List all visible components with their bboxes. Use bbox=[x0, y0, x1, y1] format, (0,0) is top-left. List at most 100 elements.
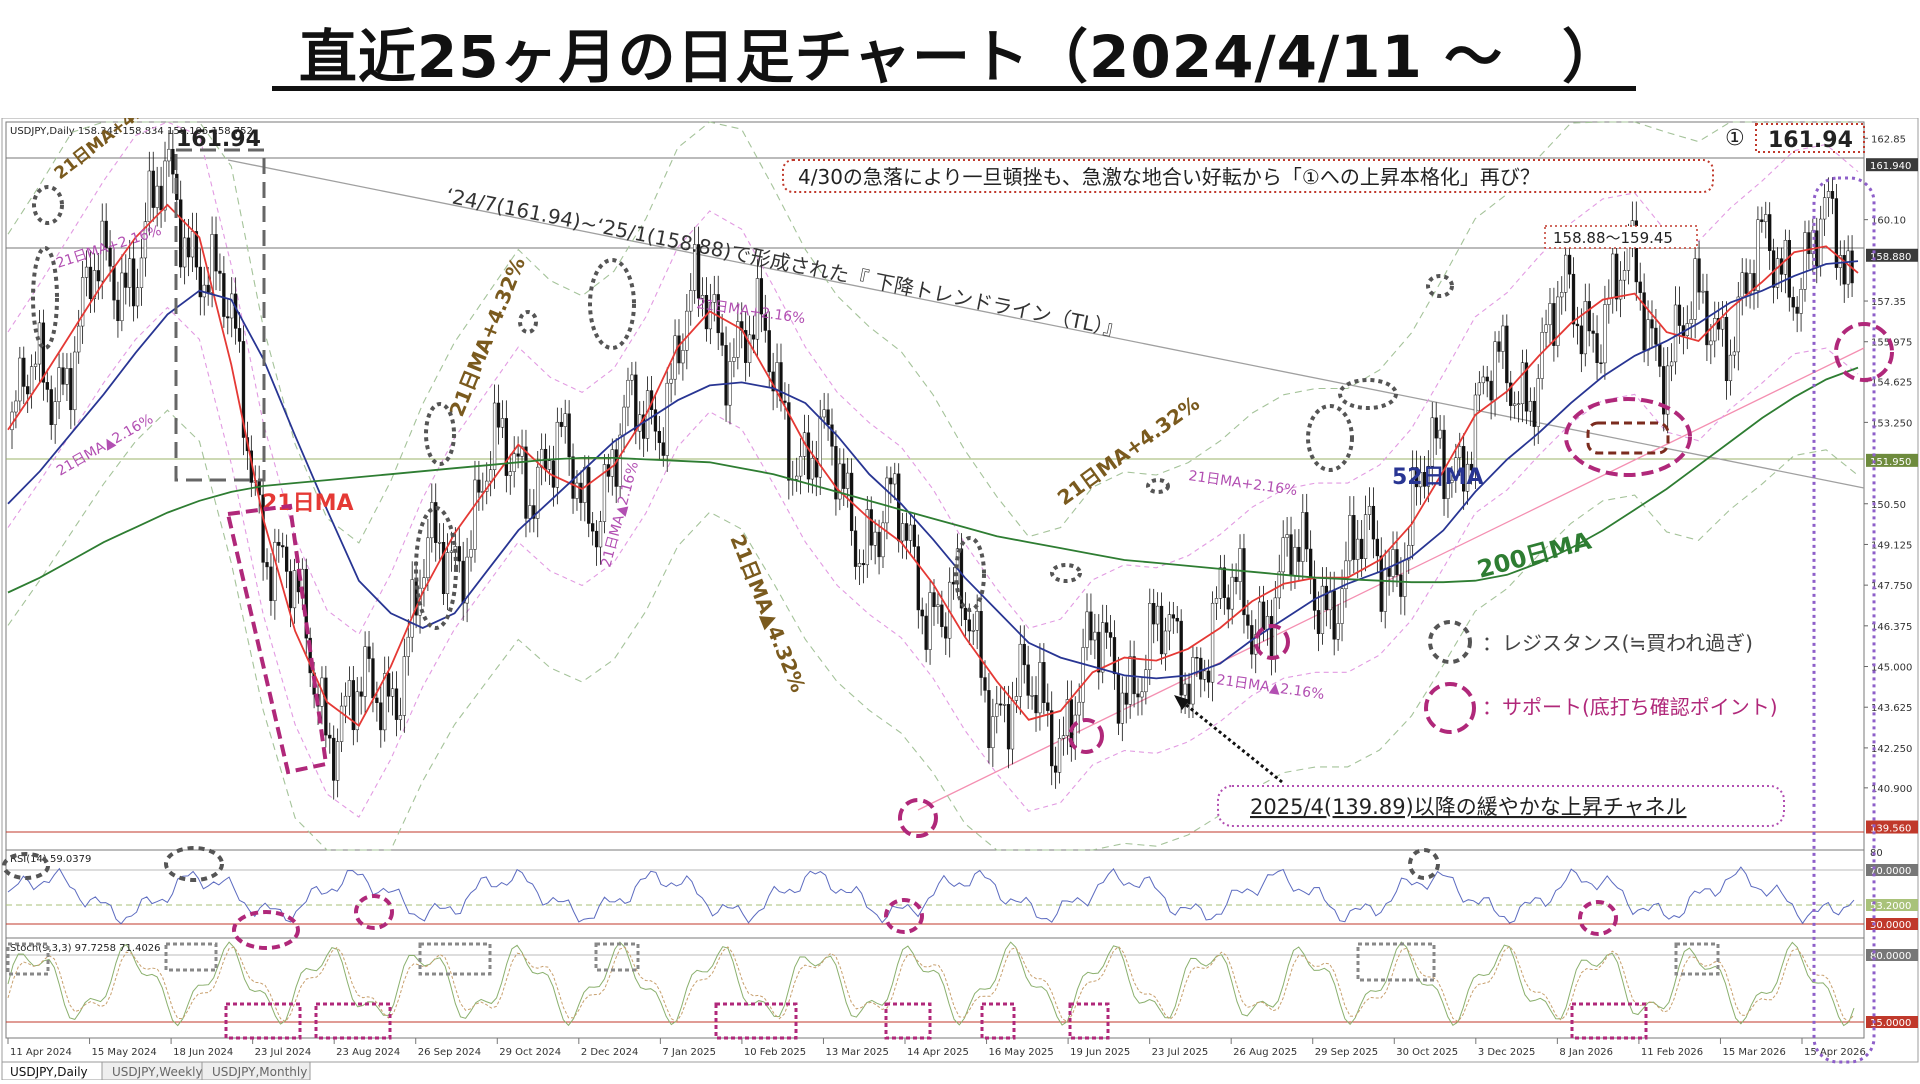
candle-body bbox=[1591, 330, 1595, 334]
legend-resistance-label: ：レジスタンス(≒買われ過ぎ) bbox=[1482, 631, 1753, 655]
candle-body bbox=[1811, 230, 1815, 255]
candle-body bbox=[598, 521, 603, 548]
rsi-tag-70 bbox=[1866, 864, 1918, 876]
candle-body bbox=[1481, 376, 1485, 384]
candle-body bbox=[1057, 738, 1062, 773]
candle-body bbox=[1560, 292, 1564, 298]
candle-body bbox=[1540, 332, 1544, 379]
candle-body bbox=[920, 609, 924, 617]
candle-body bbox=[1564, 254, 1568, 293]
candle-body bbox=[1246, 614, 1250, 626]
candle-body bbox=[1458, 446, 1462, 458]
chart-canvas[interactable]: USDJPY,Daily 158.341 158.834 158.195 158… bbox=[0, 80, 1920, 1081]
candle-body bbox=[84, 266, 89, 278]
candle-body bbox=[1093, 631, 1097, 641]
candle-body bbox=[1328, 590, 1332, 611]
candle-body bbox=[332, 737, 336, 781]
candle-body bbox=[693, 244, 697, 291]
candle-body bbox=[1505, 325, 1509, 384]
price-tick-2: 160.10 bbox=[1871, 216, 1906, 227]
candle-body bbox=[826, 409, 830, 426]
rsi-tick-53: 53.2000 bbox=[1870, 901, 1911, 912]
candle-body bbox=[1179, 620, 1183, 696]
candle-body bbox=[116, 299, 120, 322]
candle-body bbox=[1061, 735, 1066, 739]
candle-body bbox=[492, 402, 497, 470]
candle-body bbox=[1367, 505, 1372, 515]
rsi-line bbox=[7, 866, 1855, 925]
x-tick-13: 19 Jun 2025 bbox=[1070, 1047, 1130, 1058]
candle-body bbox=[241, 341, 246, 438]
target-circle-label: ① bbox=[1725, 126, 1745, 151]
candle-body bbox=[383, 673, 387, 731]
candle-body bbox=[1171, 614, 1175, 619]
band-line-0 bbox=[7, 121, 1858, 544]
candle-body bbox=[547, 460, 552, 470]
candle-body bbox=[1006, 704, 1011, 750]
ma-line-1 bbox=[7, 260, 1859, 680]
candle-body bbox=[724, 345, 728, 406]
candle-body bbox=[1222, 567, 1226, 598]
candle-body bbox=[1615, 253, 1619, 300]
candle-body bbox=[928, 592, 932, 650]
candle-body bbox=[1293, 546, 1297, 577]
price-tag-3 bbox=[1866, 248, 1918, 262]
stoch-overbought-boxes bbox=[6, 942, 1720, 982]
tab-weekly-label: USDJPY,Weekly bbox=[112, 1065, 203, 1079]
candle-body bbox=[1536, 378, 1540, 427]
candle-body bbox=[288, 571, 293, 609]
candle-body bbox=[261, 494, 265, 563]
candle-body bbox=[1587, 301, 1591, 332]
candle-body bbox=[167, 148, 171, 162]
candle-body bbox=[1014, 696, 1019, 701]
candle-body bbox=[214, 234, 218, 272]
candle-body bbox=[1289, 534, 1293, 577]
candle-body bbox=[1116, 673, 1121, 724]
candle-body bbox=[1689, 319, 1693, 324]
candle-body bbox=[1462, 446, 1466, 492]
candle-body bbox=[865, 509, 869, 566]
candle-body bbox=[1693, 258, 1697, 320]
candle-body bbox=[496, 402, 501, 428]
candle-body bbox=[1411, 467, 1415, 546]
price-tick-12: 146.375 bbox=[1871, 622, 1912, 633]
rsi-tick-70: 70.0000 bbox=[1870, 866, 1911, 877]
range-box bbox=[1544, 225, 1698, 249]
time-axis: 11 Apr 2024 15 May 2024 18 Jun 2024 23 Jul … bbox=[7, 1038, 1866, 1058]
candle-body bbox=[375, 697, 379, 703]
x-tick-10: 13 Mar 2025 bbox=[825, 1047, 888, 1058]
candle-body bbox=[292, 570, 297, 609]
candle-body bbox=[465, 556, 469, 604]
candle-body bbox=[343, 695, 348, 707]
candle-body bbox=[198, 266, 202, 298]
candle-body bbox=[559, 421, 563, 427]
candle-body bbox=[269, 566, 273, 601]
candle-body bbox=[1771, 250, 1776, 288]
candle-body bbox=[1120, 692, 1124, 724]
candle-body bbox=[402, 656, 406, 716]
candle-body bbox=[304, 568, 308, 639]
price-tick-1: 161.940 bbox=[1870, 161, 1911, 172]
candle-body bbox=[1709, 340, 1713, 346]
candle-body bbox=[1308, 548, 1313, 580]
x-tick-16: 29 Sep 2025 bbox=[1315, 1047, 1378, 1058]
candle-body bbox=[626, 379, 630, 408]
x-tick-21: 15 Mar 2026 bbox=[1722, 1047, 1785, 1058]
candle-body bbox=[477, 479, 481, 493]
candle-body bbox=[1238, 548, 1242, 582]
candle-body bbox=[218, 270, 222, 274]
candle-body bbox=[1261, 601, 1266, 630]
candle-body bbox=[1034, 695, 1038, 714]
candle-body bbox=[642, 414, 646, 439]
price-tick-17: 139.560 bbox=[1870, 824, 1911, 835]
candle-body bbox=[120, 272, 124, 322]
candle-body bbox=[881, 522, 885, 558]
candle-body bbox=[744, 330, 748, 363]
candle-body bbox=[1360, 538, 1364, 559]
candle-body bbox=[1112, 637, 1117, 675]
x-tick-18: 3 Dec 2025 bbox=[1478, 1047, 1536, 1058]
title-underline bbox=[272, 86, 1636, 91]
candle-body bbox=[1579, 325, 1584, 355]
stoch-tick-80: 80.0000 bbox=[1870, 951, 1911, 962]
candle-body bbox=[673, 335, 677, 380]
